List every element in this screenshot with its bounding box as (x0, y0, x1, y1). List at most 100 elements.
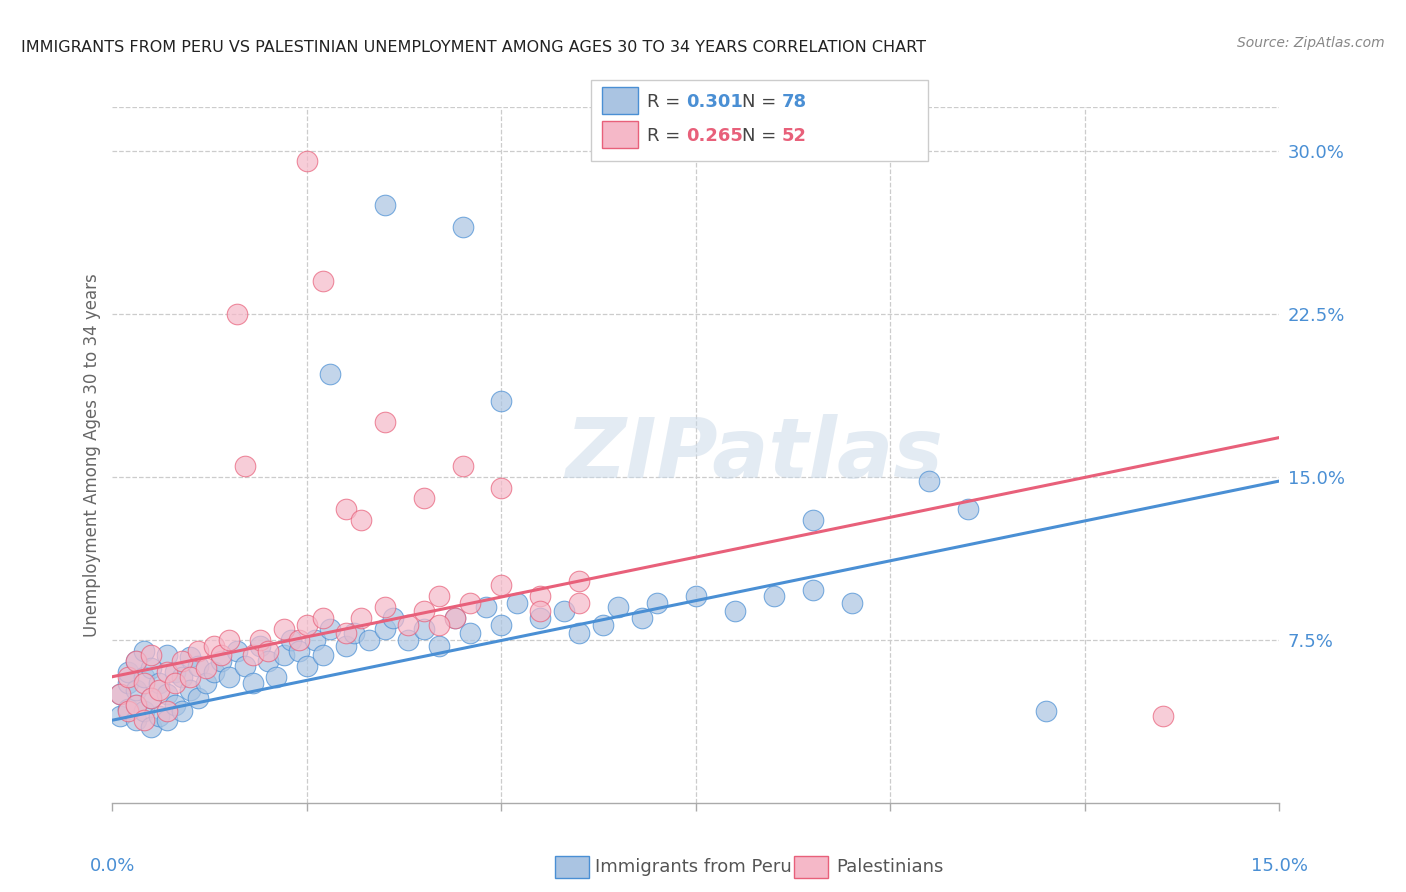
Point (132, 705, 155, 719)
Point (110, 687, 132, 701)
Point (295, 617, 318, 632)
Point (607, 600, 630, 615)
Point (491, 578, 513, 592)
Point (374, 600, 396, 615)
Point (685, 589, 707, 603)
Point (132, 670, 155, 684)
Point (374, 198, 396, 212)
Point (117, 665, 139, 680)
Text: Immigrants from Peru: Immigrants from Peru (595, 858, 792, 876)
Point (172, 705, 194, 719)
Point (163, 665, 186, 680)
Point (491, 481, 513, 495)
Point (319, 368, 342, 382)
Point (264, 670, 287, 684)
Point (529, 589, 551, 603)
Point (125, 655, 148, 669)
Point (233, 658, 256, 673)
Point (801, 513, 824, 527)
Point (273, 622, 295, 636)
Text: N =: N = (742, 127, 782, 145)
Point (350, 513, 373, 527)
Point (141, 691, 163, 706)
Point (179, 670, 201, 684)
Point (257, 643, 280, 657)
Point (202, 639, 225, 653)
Point (187, 691, 209, 706)
Point (335, 639, 357, 653)
Y-axis label: Unemployment Among Ages 30 to 34 years: Unemployment Among Ages 30 to 34 years (83, 273, 101, 637)
Point (132, 643, 155, 657)
Point (529, 611, 551, 625)
Point (568, 574, 591, 588)
Point (194, 661, 217, 675)
Point (475, 600, 498, 615)
Point (451, 219, 474, 234)
Point (412, 605, 434, 619)
Point (141, 720, 163, 734)
Point (335, 502, 357, 516)
Point (156, 665, 179, 680)
Point (280, 632, 302, 647)
Point (117, 676, 139, 690)
Point (242, 676, 264, 690)
Point (359, 632, 381, 647)
Point (311, 648, 333, 662)
Point (172, 670, 194, 684)
Point (172, 655, 194, 669)
Point (218, 670, 240, 684)
Point (451, 458, 474, 473)
Point (249, 632, 271, 647)
Text: 0.301: 0.301 (686, 93, 742, 111)
Point (163, 698, 186, 712)
Text: Palestinians: Palestinians (837, 858, 943, 876)
Point (568, 596, 591, 610)
Point (156, 648, 179, 662)
Point (194, 676, 217, 690)
Point (553, 605, 575, 619)
Point (156, 713, 179, 727)
Point (110, 687, 132, 701)
Point (187, 658, 209, 673)
Point (396, 632, 419, 647)
Point (148, 676, 170, 690)
Point (957, 502, 980, 516)
Point (233, 458, 256, 473)
Point (427, 639, 450, 653)
Point (568, 626, 591, 640)
Text: R =: R = (647, 127, 686, 145)
Point (350, 611, 373, 625)
Point (374, 622, 396, 636)
Point (125, 713, 148, 727)
Point (529, 605, 551, 619)
Point (918, 474, 941, 488)
Point (249, 639, 271, 653)
Point (242, 648, 264, 662)
Point (311, 611, 333, 625)
Text: Source: ZipAtlas.com: Source: ZipAtlas.com (1237, 36, 1385, 50)
Point (141, 648, 163, 662)
Point (311, 274, 333, 288)
Text: N =: N = (742, 93, 782, 111)
Point (506, 596, 529, 610)
Point (443, 611, 465, 625)
Point (841, 596, 863, 610)
Point (148, 682, 170, 697)
Point (202, 665, 225, 680)
Point (125, 698, 148, 712)
Point (460, 626, 482, 640)
Point (156, 705, 179, 719)
Point (304, 632, 326, 647)
Point (226, 643, 249, 657)
Point (295, 658, 318, 673)
Point (724, 605, 747, 619)
Point (141, 661, 163, 675)
Point (1035, 705, 1057, 719)
Point (179, 682, 201, 697)
Point (460, 596, 482, 610)
Point (335, 626, 357, 640)
Point (141, 691, 163, 706)
Text: ZIPatlas: ZIPatlas (565, 415, 943, 495)
Text: 0.0%: 0.0% (90, 857, 135, 875)
Point (226, 307, 249, 321)
